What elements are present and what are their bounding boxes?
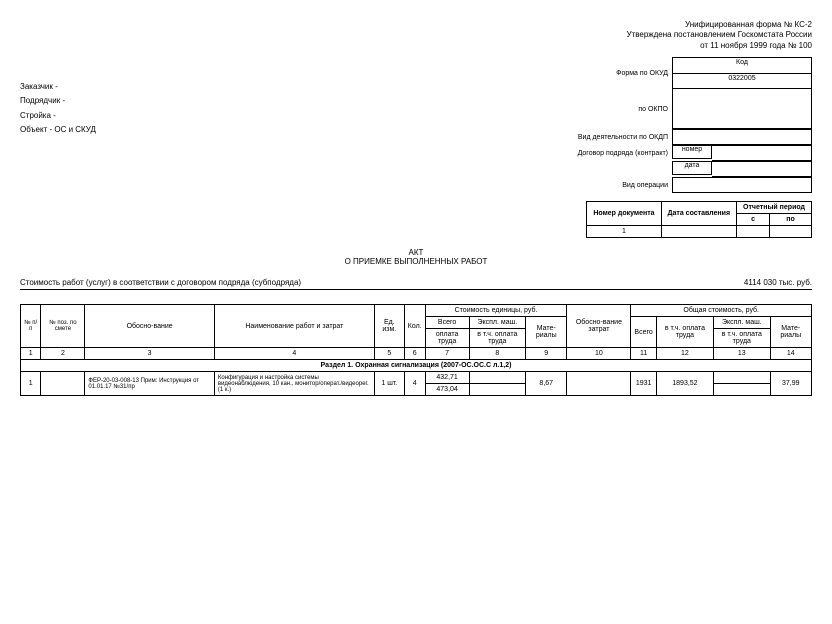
r1c1: 1	[21, 372, 41, 396]
col-name: Наименование работ и затрат	[214, 305, 374, 348]
n12: 12	[656, 348, 713, 360]
right-block: Унифицированная форма № КС-2 Утверждена …	[578, 20, 812, 238]
n1: 1	[21, 348, 41, 360]
period-to-value	[770, 226, 812, 238]
r1b2: 1893,52	[656, 372, 713, 396]
title-akt: АКТ	[20, 248, 812, 257]
contract-date-value	[712, 161, 812, 177]
docdate-value	[661, 226, 737, 238]
b2: в т.ч. оплата труда	[656, 317, 713, 348]
contract-label: Договор подряда (контракт)	[578, 150, 672, 157]
contractor-label: Подрядчик -	[20, 94, 96, 108]
col-unitcost: Стоимость единицы, руб.	[425, 305, 567, 317]
n6: 6	[404, 348, 425, 360]
approval-text: Унифицированная форма № КС-2 Утверждена …	[578, 20, 812, 51]
period-header: Отчетный период	[737, 202, 812, 214]
a2: Экспл. маш.	[469, 317, 525, 329]
col-unit: Ед. изм.	[374, 305, 404, 348]
col-npos: № поз. по смете	[41, 305, 85, 348]
cost-value: 4114 030 тыс. руб.	[744, 278, 812, 287]
title-sub: О ПРИЕМКЕ ВЫПОЛНЕННЫХ РАБОТ	[20, 257, 812, 266]
form-okud-label: Форма по ОКУД	[616, 70, 672, 77]
object-label: Объект - ОС и СКУД	[20, 123, 96, 137]
cost-line: Стоимость работ (услуг) в соответствии с…	[20, 278, 812, 290]
b3: Экспл. маш.	[714, 317, 770, 329]
n3: 3	[85, 348, 214, 360]
okdp-value	[672, 129, 812, 145]
col-obosn2: Обосно-вание затрат	[567, 305, 631, 348]
b4: Мате-риалы	[770, 317, 811, 348]
contract-nomer-label: номер	[672, 145, 712, 159]
r1c7	[567, 372, 631, 396]
r1a1b: 473,04	[425, 384, 469, 396]
r1c5: 1 шт.	[374, 372, 404, 396]
code-block: Форма по ОКУД Код 0322005 по ОКПО Вид де…	[578, 57, 812, 193]
docnum-value: 1	[587, 226, 661, 238]
r1a1t: 432,71	[425, 372, 469, 384]
top-section: Заказчик - Подрядчик - Стройка - Объект …	[20, 20, 812, 238]
party-labels: Заказчик - Подрядчик - Стройка - Объект …	[20, 20, 96, 238]
col-obosn: Обосно-вание	[85, 305, 214, 348]
period-from-value	[737, 226, 770, 238]
contract-date-label: дата	[672, 161, 712, 175]
a2s: в т.ч. оплата труда	[469, 329, 525, 348]
r1c2	[41, 372, 85, 396]
n14: 14	[770, 348, 811, 360]
n2: 2	[41, 348, 85, 360]
table-row: 1 ФЕР-20-03-008-13 Прим: Инструкция от 0…	[21, 372, 812, 384]
r1c6: 4	[404, 372, 425, 396]
col-qty: Кол.	[404, 305, 425, 348]
main-table: № п/п № поз. по смете Обосно-вание Наиме…	[20, 304, 812, 396]
section-title: Раздел 1. Охранная сигнализация (2007-ОС…	[21, 360, 812, 372]
period-to-header: по	[770, 214, 812, 226]
r1b1: 1931	[631, 372, 656, 396]
doc-info-table: Номер документа Дата составления Отчетны…	[586, 201, 812, 238]
r1c4: Конфигурация и настройка системы видеона…	[214, 372, 374, 396]
optype-value	[672, 177, 812, 193]
customer-label: Заказчик -	[20, 80, 96, 94]
col-npp: № п/п	[21, 305, 41, 348]
okpo1-label: по ОКПО	[638, 106, 672, 113]
col-totalcost: Общая стоимость, руб.	[631, 305, 812, 317]
cost-label: Стоимость работ (услуг) в соответствии с…	[20, 278, 301, 287]
n9: 9	[526, 348, 567, 360]
r1a2b	[469, 384, 525, 396]
approval-line1: Унифицированная форма № КС-2	[578, 20, 812, 30]
a1s: оплата труда	[425, 329, 469, 348]
r1b3t	[714, 372, 770, 384]
okud-value: 0322005	[672, 73, 812, 89]
b3s: в т.ч. оплата труда	[714, 329, 770, 348]
n4: 4	[214, 348, 374, 360]
code-header: Код	[672, 57, 812, 73]
construction-label: Стройка -	[20, 109, 96, 123]
approval-line2: Утверждена постановлением Госкомстата Ро…	[578, 30, 812, 40]
docnum-header: Номер документа	[587, 202, 661, 226]
n8: 8	[469, 348, 525, 360]
title-block: АКТ О ПРИЕМКЕ ВЫПОЛНЕННЫХ РАБОТ	[20, 248, 812, 266]
okdp-label: Вид деятельности по ОКДП	[578, 134, 672, 141]
contract-nomer-value	[712, 145, 812, 161]
r1c3: ФЕР-20-03-008-13 Прим: Инструкция от 01.…	[85, 372, 214, 396]
okpo-block	[672, 89, 812, 129]
r1a3: 8,67	[526, 372, 567, 396]
n11: 11	[631, 348, 656, 360]
b1: Всего	[631, 317, 656, 348]
n5: 5	[374, 348, 404, 360]
a1: Всего	[425, 317, 469, 329]
r1b3b	[714, 384, 770, 396]
approval-line3: от 11 ноября 1999 года № 100	[578, 41, 812, 51]
docdate-header: Дата составления	[661, 202, 737, 226]
n7: 7	[425, 348, 469, 360]
a3: Мате-риалы	[526, 317, 567, 348]
optype-label: Вид операции	[622, 182, 672, 189]
r1b4: 37,99	[770, 372, 811, 396]
n13: 13	[714, 348, 770, 360]
r1a2t	[469, 372, 525, 384]
period-from-header: с	[737, 214, 770, 226]
n10: 10	[567, 348, 631, 360]
